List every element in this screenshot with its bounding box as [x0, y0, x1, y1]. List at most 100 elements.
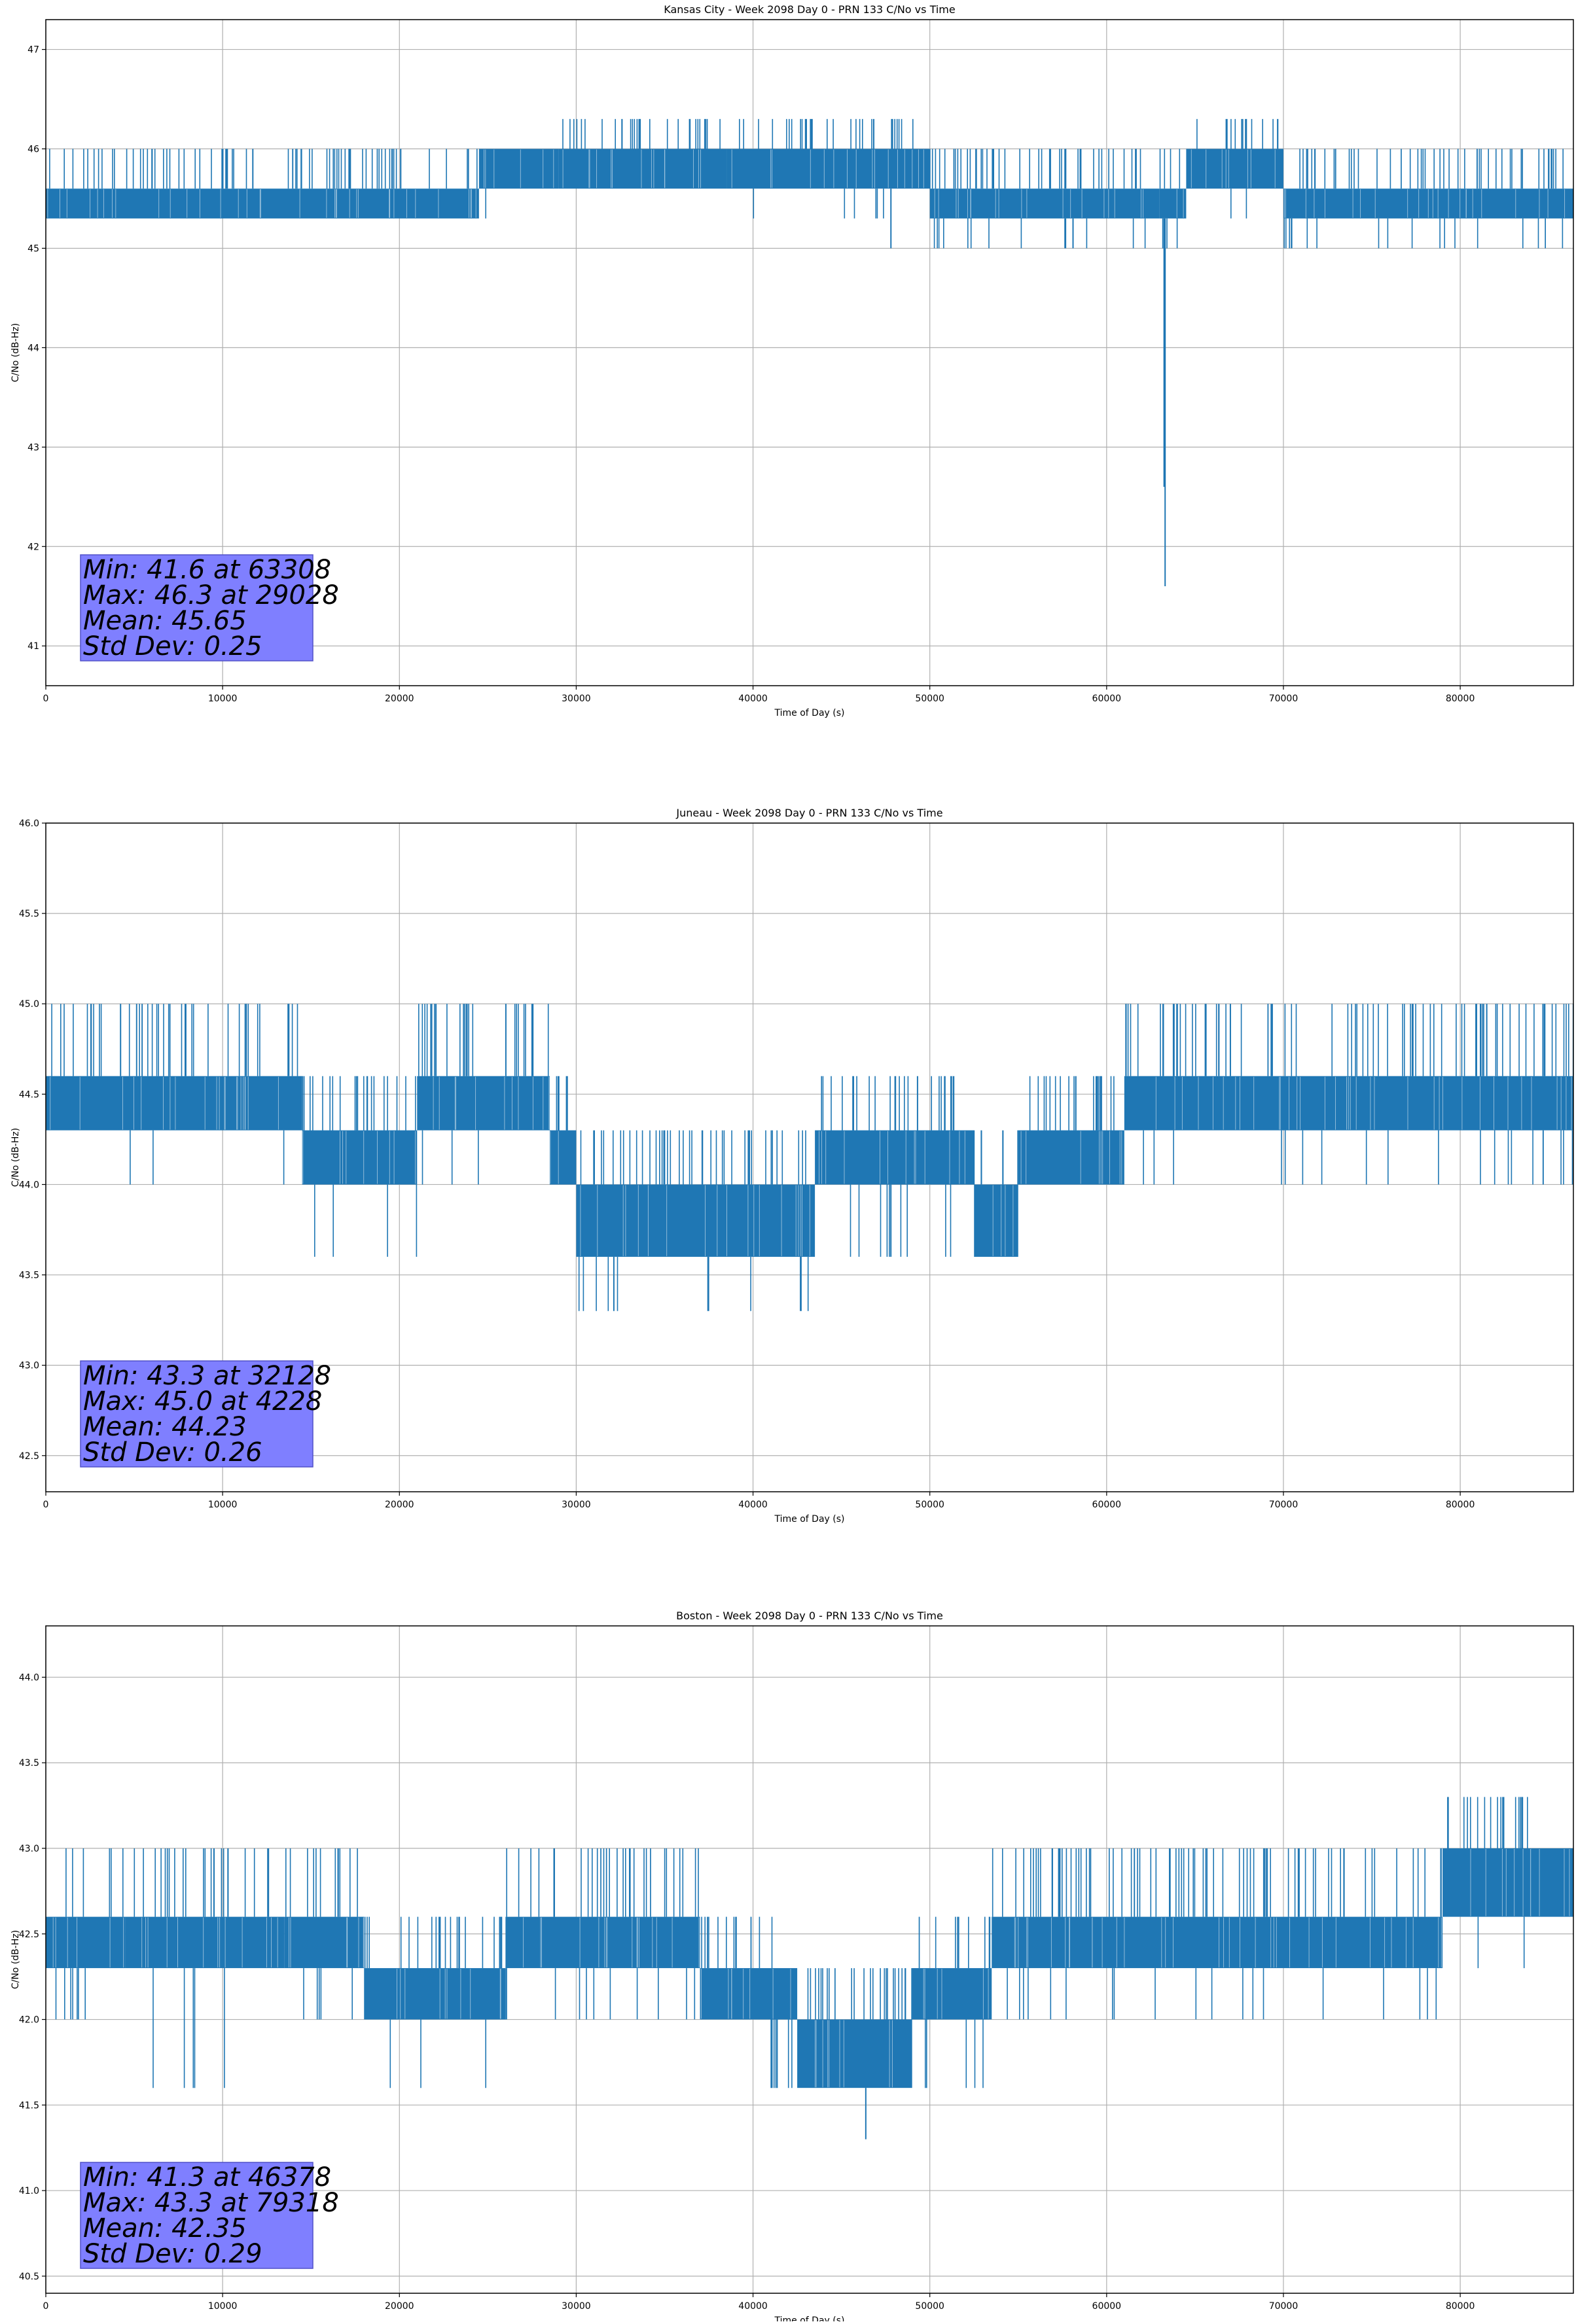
x-tick-label: 0 [43, 2301, 49, 2312]
y-tick-label: 42.0 [19, 2015, 39, 2026]
x-tick-label: 20000 [385, 1500, 414, 1510]
data-band-gaps [819, 1131, 965, 1184]
data-spikes [55, 1848, 124, 2020]
data-band [478, 149, 559, 189]
data-spikes [1159, 149, 1181, 249]
stats-box-background [80, 1360, 313, 1468]
x-tick-label: 70000 [1269, 1500, 1298, 1510]
stats-min: Min: 43.3 at 32128 [83, 1361, 331, 1391]
data-band [125, 1916, 285, 1969]
x-tick-label: 60000 [1092, 1500, 1122, 1510]
x-tick-label: 0 [43, 1500, 49, 1510]
data-spikes [49, 149, 478, 189]
data-band [1442, 1848, 1531, 1917]
x-tick-label: 40000 [738, 2301, 768, 2312]
data-band [549, 1130, 577, 1185]
data-band-gaps [1470, 1849, 1531, 1916]
data-band [815, 1130, 975, 1185]
data-band-gaps [397, 1969, 501, 2019]
axes-frame [45, 822, 1574, 1492]
data-spikes [929, 149, 1146, 249]
data-band [974, 1184, 1018, 1257]
x-tick-label: 50000 [915, 1500, 944, 1510]
stats-max: Max: 46.3 at 29028 [83, 580, 339, 610]
data-spikes [1196, 118, 1279, 219]
data-spikes [973, 1130, 1018, 1185]
x-tick-label: 20000 [385, 694, 414, 704]
data-spikes [51, 1004, 298, 1185]
x-tick-label: 50000 [915, 2301, 944, 2312]
y-tick-label: 45 [27, 243, 39, 254]
x-tick-label: 60000 [1092, 2301, 1122, 2312]
data-band [46, 1916, 126, 1969]
x-axis-ticks: 0 10000 20000 30000 40000 50000 60000 70000 8000… [43, 1492, 1475, 1510]
data-band-gaps [580, 1185, 810, 1256]
data-band [929, 188, 1160, 219]
stats-box: Min: 41.3 at 46378 Max: 43.3 at 79318 Me… [80, 2162, 339, 2269]
stats-box: Min: 41.6 at 63308 Max: 46.3 at 29028 Me… [80, 554, 339, 661]
x-tick-label: 0 [43, 694, 49, 704]
data-spikes [821, 1076, 955, 1257]
data-spikes [485, 188, 486, 219]
x-tick-label: 50000 [915, 694, 944, 704]
y-tick-label: 40.5 [19, 2272, 39, 2282]
data-band-gaps [550, 1131, 559, 1184]
y-tick-label: 41.5 [19, 2100, 39, 2111]
stats-box: Min: 43.3 at 32128 Max: 45.0 at 4228 Mea… [80, 1360, 331, 1468]
data-spikes [418, 1004, 549, 1185]
y-tick-label: 41.0 [19, 2186, 39, 2196]
panel-kansas-city: 0 10000 20000 30000 40000 50000 60000 70000 8000… [10, 3, 1574, 718]
data-band [302, 1130, 418, 1185]
x-tick-label: 70000 [1269, 694, 1298, 704]
chart-title: Boston - Week 2098 Day 0 - PRN 133 C/No … [676, 1610, 943, 1622]
y-tick-label: 44.0 [19, 1180, 39, 1190]
y-tick-label: 42.5 [19, 1929, 39, 1940]
data-spikes [992, 1848, 1442, 2020]
y-tick-label: 42 [27, 542, 39, 552]
data-band [797, 2019, 912, 2088]
data-band [576, 1184, 815, 1257]
x-axis-label: Time of Day (s) [774, 708, 845, 718]
data-band-gaps [1191, 149, 1276, 188]
data-band [417, 1076, 550, 1131]
x-tick-label: 20000 [385, 2301, 414, 2312]
panel-juneau: 0 10000 20000 30000 40000 50000 60000 70000 8000… [10, 807, 1574, 1524]
chart-title: Kansas City - Week 2098 Day 0 - PRN 133 … [664, 3, 955, 16]
y-axis-label: C/No (dB-Hz) [10, 323, 21, 382]
x-tick-label: 10000 [208, 694, 238, 704]
y-tick-label: 43.5 [19, 1271, 39, 1281]
stats-max: Max: 43.3 at 79318 [83, 2188, 339, 2218]
y-tick-label: 43.5 [19, 1758, 39, 1769]
y-tick-label: 45.0 [19, 999, 39, 1010]
data-band [1531, 1848, 1573, 1917]
data-spikes [302, 1076, 418, 1257]
data-band [1124, 1076, 1573, 1131]
data-plot [46, 118, 1573, 587]
data-band-gaps [1539, 1849, 1570, 1916]
stats-std-dev: Std Dev: 0.29 [83, 2239, 262, 2269]
x-tick-label: 10000 [208, 2301, 238, 2312]
data-band [46, 1076, 302, 1131]
x-tick-label: 70000 [1269, 2301, 1298, 2312]
data-band-gaps [141, 1917, 278, 1968]
y-axis-ticks: 40.5 41.0 41.5 42.0 42.5 43.0 43.5 44.0 [19, 1672, 46, 2282]
x-tick-label: 40000 [738, 1500, 768, 1510]
data-band-gaps [523, 1917, 700, 1968]
stats-std-dev: Std Dev: 0.26 [83, 1437, 262, 1468]
data-band [1018, 1130, 1124, 1185]
axes-frame [45, 1625, 1574, 2294]
data-band [364, 1968, 506, 2020]
data-band-gaps [814, 2020, 893, 2088]
data-band [726, 149, 930, 189]
data-spikes [1283, 149, 1564, 249]
y-tick-label: 46 [27, 145, 39, 155]
panel-boston: 0 10000 20000 30000 40000 50000 60000 70000 8000… [10, 1610, 1574, 2324]
y-axis-ticks: 42.5 43.0 43.5 44.0 44.5 45.0 45.5 46.0 [19, 819, 46, 1462]
x-tick-label: 80000 [1446, 2301, 1475, 2312]
data-band-gaps [992, 1185, 1014, 1256]
stats-box-background [80, 554, 313, 661]
data-band [46, 188, 479, 219]
y-tick-label: 46.0 [19, 819, 39, 829]
data-spikes [739, 118, 914, 219]
chart-title: Juneau - Week 2098 Day 0 - PRN 133 C/No … [675, 807, 942, 819]
